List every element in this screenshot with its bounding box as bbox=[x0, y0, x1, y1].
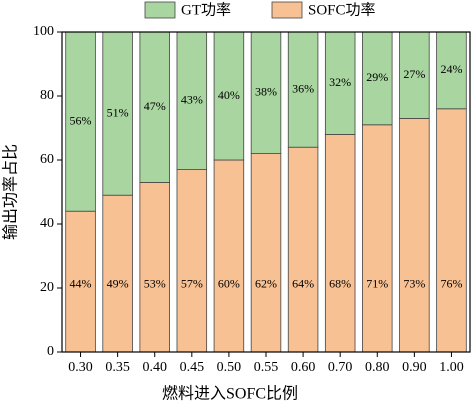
x-tick-label: 0.90 bbox=[402, 360, 427, 375]
bar-segment bbox=[399, 118, 430, 353]
y-tick-label: 100 bbox=[33, 24, 54, 39]
value-label: 36% bbox=[292, 81, 314, 95]
bar-segment bbox=[436, 31, 467, 110]
value-label: 24% bbox=[440, 62, 462, 76]
y-tick-label: 60 bbox=[40, 152, 54, 167]
x-tick-label: 1.00 bbox=[439, 360, 464, 375]
y-tick-label: 0 bbox=[47, 344, 54, 359]
bar-segment bbox=[213, 31, 245, 161]
value-label: 38% bbox=[255, 85, 277, 99]
value-label: 64% bbox=[292, 277, 314, 291]
bar-segment bbox=[139, 181, 170, 353]
x-axis-label: 燃料进入SOFC比例 bbox=[162, 385, 298, 403]
legend-label: SOFC功率 bbox=[308, 1, 376, 18]
value-label: 49% bbox=[107, 277, 129, 291]
bar-segment bbox=[324, 31, 356, 135]
legend-label: GT功率 bbox=[181, 1, 231, 18]
plot-frame bbox=[61, 31, 471, 353]
value-label: 32% bbox=[329, 75, 351, 89]
x-tick-label: 0.55 bbox=[254, 360, 279, 375]
value-label: 29% bbox=[366, 70, 388, 84]
bar-segment bbox=[176, 31, 208, 171]
bar-segment bbox=[436, 108, 467, 353]
bar-segment bbox=[213, 159, 245, 353]
value-label: 47% bbox=[144, 99, 166, 113]
x-tick-label: 0.30 bbox=[68, 360, 93, 375]
bar-segment bbox=[399, 31, 430, 119]
bar-segment bbox=[362, 124, 393, 353]
x-tick-label: 0.60 bbox=[291, 360, 316, 375]
value-label: 76% bbox=[440, 277, 462, 291]
bar-segment bbox=[287, 146, 319, 353]
value-label: 73% bbox=[403, 277, 425, 291]
value-label: 57% bbox=[181, 277, 203, 291]
bar-segment bbox=[362, 31, 393, 126]
bar-segment bbox=[102, 31, 133, 196]
y-tick-label: 80 bbox=[40, 88, 54, 103]
bar-segment bbox=[176, 169, 208, 353]
y-tick-label: 20 bbox=[40, 280, 54, 295]
value-label: 40% bbox=[218, 88, 240, 102]
value-label: 43% bbox=[181, 93, 203, 107]
bar-segment bbox=[324, 133, 356, 353]
x-tick-label: 0.80 bbox=[365, 360, 390, 375]
value-label: 62% bbox=[255, 277, 277, 291]
y-tick-label: 40 bbox=[40, 216, 54, 231]
bar-segment bbox=[250, 153, 282, 353]
x-tick-label: 0.70 bbox=[328, 360, 353, 375]
x-tick-label: 0.40 bbox=[142, 360, 167, 375]
legend-swatch bbox=[144, 1, 176, 19]
bar-segment bbox=[65, 31, 96, 212]
legend-swatch bbox=[271, 1, 303, 19]
x-tick-label: 0.50 bbox=[217, 360, 242, 375]
x-tick-label: 0.35 bbox=[105, 360, 130, 375]
value-label: 53% bbox=[144, 277, 166, 291]
bar-segment bbox=[287, 31, 319, 148]
value-label: 71% bbox=[366, 277, 388, 291]
x-tick-label: 0.45 bbox=[180, 360, 205, 375]
value-label: 44% bbox=[70, 277, 92, 291]
value-label: 27% bbox=[403, 67, 425, 81]
y-axis-label: 输出功率占比 bbox=[2, 144, 20, 240]
value-label: 51% bbox=[107, 105, 129, 119]
value-label: 68% bbox=[329, 277, 351, 291]
value-label: 60% bbox=[218, 277, 240, 291]
value-label: 56% bbox=[70, 113, 92, 127]
bar-segment bbox=[102, 194, 133, 353]
bar-segment bbox=[139, 31, 170, 183]
